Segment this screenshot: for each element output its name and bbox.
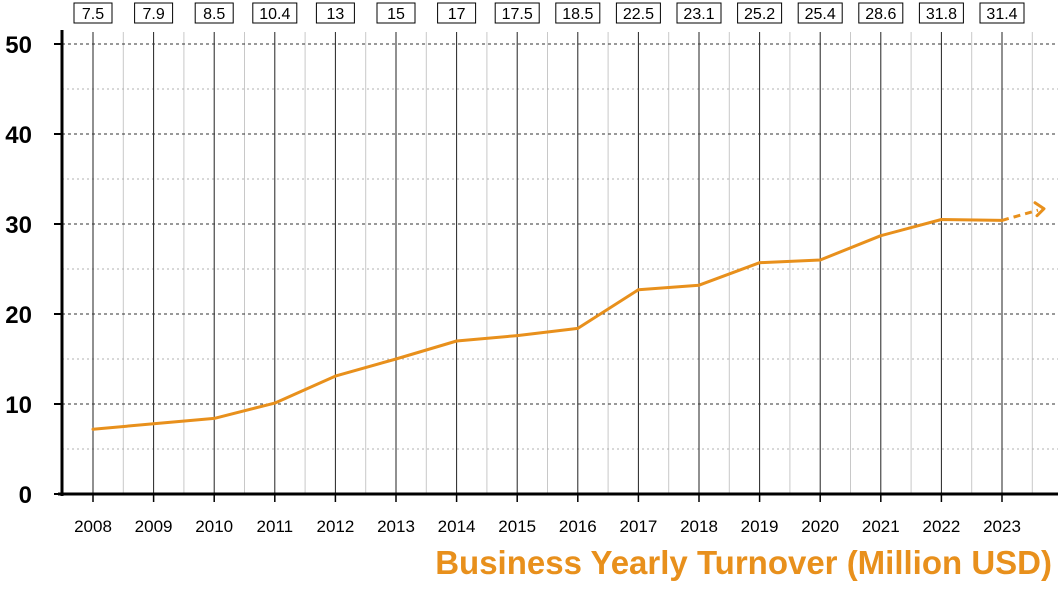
x-tick-label: 2011 [257,517,294,536]
value-label-box: 7.9 [134,2,174,24]
value-label: 25.2 [744,6,775,23]
y-tick-label: 30 [5,212,32,239]
data-point [394,357,398,361]
value-label-box: 17 [437,2,477,24]
value-label-frame [797,2,843,24]
value-label-box: 18.5 [555,2,601,24]
value-label-box: 22.5 [615,2,661,24]
value-label-box: 25.2 [737,2,783,24]
value-label: 17 [448,6,466,23]
data-point [636,288,640,292]
y-tick-label: 20 [5,302,32,329]
value-label-frame [494,2,540,24]
value-label-box: 25.4 [797,2,843,24]
x-tick-label: 2009 [135,517,173,536]
value-label-box: 8.5 [194,2,234,24]
data-point [818,258,822,262]
value-label-frame [918,2,964,24]
value-label-frame [737,2,783,24]
value-label: 22.5 [623,6,654,23]
value-label: 17.5 [502,6,533,23]
x-tick-label: 2019 [741,517,779,536]
value-label-box: 7.5 [73,2,113,24]
data-point [152,422,156,426]
x-tick-label: 2023 [983,517,1021,536]
data-point [576,326,580,330]
x-tick-label: 2017 [619,517,657,536]
value-label-frame [437,2,477,24]
value-label-frame [252,2,298,24]
turnover-line [92,218,1003,431]
value-label: 13 [327,6,345,23]
value-label-box: 31.8 [918,2,964,24]
value-label: 18.5 [562,6,593,23]
value-label-frame [615,2,661,24]
value-label-frame [194,2,234,24]
data-point [91,427,95,431]
x-tick-label: 2012 [316,517,354,536]
data-point [515,334,519,338]
value-label: 7.5 [82,6,104,23]
value-label: 10.4 [259,6,290,23]
major-gridlines [62,32,1058,494]
value-label: 25.4 [805,6,836,23]
value-label-frame [858,2,904,24]
value-label-box: 23.1 [676,2,722,24]
x-tick-label: 2014 [438,517,476,536]
value-label-frame [134,2,174,24]
value-label-frame [73,2,113,24]
data-point [212,416,216,420]
value-label-box: 31.4 [979,2,1025,24]
value-label-box: 17.5 [494,2,540,24]
value-label-frame [676,2,722,24]
value-label: 8.5 [203,6,225,23]
data-point [697,283,701,287]
value-label-box: 15 [376,2,416,24]
value-label: 7.9 [142,6,164,23]
x-tick-label: 2020 [801,517,839,536]
value-label-frame [315,2,355,24]
value-label-frame [979,2,1025,24]
projection-arrowhead [1033,201,1046,218]
value-label-frame [376,2,416,24]
value-label-box: 13 [315,2,355,24]
data-point [879,234,883,238]
data-series [91,201,1046,431]
value-label-boxes: 7.5 7.9 8.5 10.4 13 15 17 17.5 18.5 22.5 23.1 25.2 2… [73,2,1025,24]
value-label: 23.1 [683,6,714,23]
data-point [939,218,943,221]
tick-labels: 0 10 20 30 40 50 2008 2009 2010 2011 2012 2013 2014 2… [5,32,1021,536]
x-tick-label: 2015 [498,517,536,536]
y-tick-label: 40 [5,122,32,149]
data-point [758,261,762,265]
data-point [273,401,277,405]
value-label: 31.8 [926,6,957,23]
x-tick-label: 2010 [195,517,233,536]
value-label-box: 28.6 [858,2,904,24]
y-tick-label: 50 [5,32,32,59]
data-point [455,339,459,343]
x-tick-label: 2022 [922,517,960,536]
data-point [333,374,337,378]
x-tick-label: 2021 [862,517,900,536]
value-label-frame [555,2,601,24]
value-label: 15 [387,6,405,23]
axes [54,30,1058,502]
chart-title: Business Yearly Turnover (Million USD) [435,544,1052,581]
minor-gridlines [62,32,1058,494]
y-tick-label: 0 [19,482,32,509]
x-tick-label: 2013 [377,517,415,536]
y-tick-label: 10 [5,392,32,419]
x-tick-label: 2018 [680,517,718,536]
x-tick-label: 2016 [559,517,597,536]
value-label: 31.4 [986,6,1017,23]
value-label: 28.6 [865,6,896,23]
projection-arrow [1001,208,1039,222]
x-tick-label: 2008 [74,517,112,536]
value-label-box: 10.4 [252,2,298,24]
